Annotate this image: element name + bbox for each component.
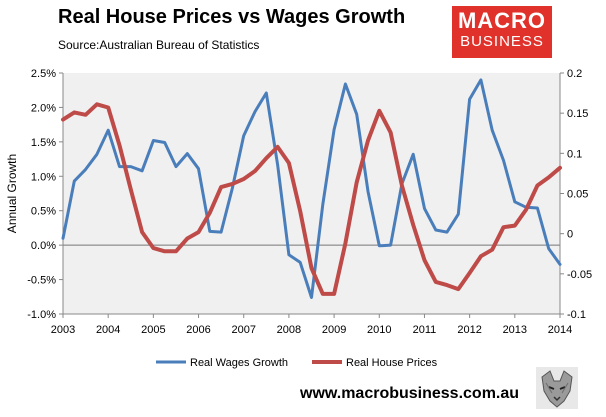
- right-tick-label: 0.05: [567, 189, 588, 201]
- x-axis-ticks: 2003 2004 2005 2006 2007 2008 2009 2010 2011 2012…: [51, 314, 572, 336]
- x-tick-label: 2011: [413, 324, 437, 336]
- y-axis-label: Annual Growth: [5, 154, 19, 233]
- left-axis-ticks: 2.5% 2.0% 1.5% 1.0% 0.5% 0.0% -0.5% -1.0%: [27, 68, 63, 321]
- plot-area: [63, 73, 560, 314]
- macrobusiness-logo: MACRO BUSINESS: [452, 6, 552, 58]
- x-tick-label: 2014: [548, 324, 572, 336]
- left-tick-label: 2.5%: [31, 68, 56, 80]
- x-tick-label: 2008: [277, 324, 301, 336]
- right-tick-label: 0.1: [567, 148, 582, 160]
- x-tick-label: 2013: [503, 324, 527, 336]
- right-tick-label: 0.2: [567, 68, 582, 80]
- x-tick-label: 2007: [231, 324, 255, 336]
- source-note: Source:Australian Bureau of Statistics: [58, 38, 260, 52]
- left-tick-label: 0.5%: [31, 206, 56, 218]
- right-tick-label: -0.1: [567, 309, 586, 321]
- left-tick-label: 1.5%: [31, 137, 56, 149]
- series-line-real-house-prices: [61, 102, 562, 296]
- right-axis-ticks: 0.2 0.15 0.1 0.05 0 -0.05 -0.1: [560, 68, 592, 321]
- x-tick-label: 2010: [367, 324, 391, 336]
- right-tick-label: 0.15: [567, 108, 588, 120]
- x-tick-label: 2012: [457, 324, 481, 336]
- logo-line-2: BUSINESS: [460, 33, 544, 50]
- left-tick-label: 0.0%: [31, 240, 56, 252]
- legend-label: Real House Prices: [346, 357, 438, 369]
- left-tick-label: -1.0%: [27, 309, 56, 321]
- series-group: [61, 78, 562, 299]
- right-tick-label: 0: [567, 229, 573, 241]
- x-tick-label: 2005: [141, 324, 165, 336]
- right-tick-label: -0.05: [567, 269, 592, 281]
- x-tick-label: 2003: [51, 324, 75, 336]
- logo-line-1: MACRO: [457, 8, 547, 33]
- website-url: www.macrobusiness.com.au: [300, 385, 520, 402]
- x-tick-label: 2004: [96, 324, 120, 336]
- x-tick-label: 2006: [186, 324, 210, 336]
- left-tick-label: 2.0%: [31, 102, 56, 114]
- x-tick-label: 2009: [322, 324, 346, 336]
- series-line-real-wages-growth: [61, 78, 562, 299]
- page-title: Real House Prices vs Wages Growth: [58, 6, 406, 28]
- wolf-logo-icon: [536, 367, 578, 409]
- left-tick-label: -0.5%: [27, 275, 56, 287]
- legend-label: Real Wages Growth: [190, 357, 288, 369]
- legend: Real Wages Growth Real House Prices: [156, 357, 438, 369]
- left-tick-label: 1.0%: [31, 171, 56, 183]
